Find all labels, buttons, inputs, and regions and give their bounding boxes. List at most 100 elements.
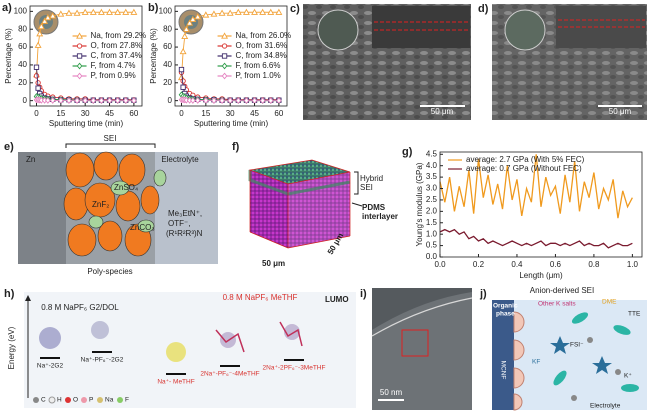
- label: SEI: [360, 183, 373, 192]
- x-axis-label: Sputtering time (min): [194, 119, 269, 128]
- x-tick-label: 0.8: [588, 260, 600, 269]
- marker: [242, 8, 250, 15]
- marker: [37, 22, 45, 30]
- scale-label: 50 μm: [431, 107, 454, 116]
- label: KF: [532, 359, 540, 366]
- series-line: [439, 154, 633, 219]
- cluster-label: Na⁺-PF₆⁻-2G2: [81, 357, 124, 364]
- marker: [114, 97, 121, 105]
- label: Poly-species: [87, 267, 132, 276]
- marker: [182, 25, 190, 32]
- legend-label: F, from 4.7%: [91, 61, 136, 70]
- marker: [243, 97, 250, 105]
- legend-label: O, from 31.6%: [236, 41, 288, 50]
- marker: [194, 97, 201, 104]
- cluster-label: Na⁺-2G2: [37, 363, 64, 370]
- panel-label: g): [402, 146, 413, 158]
- marker: [218, 9, 226, 16]
- marker: [130, 8, 138, 15]
- legend-label: C, from 34.8%: [236, 51, 287, 60]
- marker: [45, 97, 51, 104]
- label: ZnCO₃: [130, 223, 155, 232]
- panel-h: Energy (eV) LUMO 0.8 M NaPF₆ G2/DOL 0.8 …: [4, 288, 356, 408]
- marker: [76, 43, 83, 49]
- marker: [221, 43, 228, 49]
- panel-f: Hybrid SEI PDMS interlayer 50 μm 50 μm f…: [232, 141, 398, 268]
- legend-label: average: 0.7 GPa (Without FEC): [466, 164, 582, 173]
- panel-label: i): [360, 288, 367, 300]
- sei-bracket: [65, 143, 156, 148]
- group-label: 0.8 M NaPF₆ MeTHF: [223, 293, 298, 302]
- x-tick-label: 15: [56, 109, 65, 118]
- marker: [76, 72, 83, 80]
- marker: [76, 32, 84, 39]
- label: Anion-derived SEI: [530, 286, 594, 295]
- legend-label: F, from 6.6%: [236, 61, 281, 70]
- cluster-label: 2Na⁺-2PF₆⁻-3MeTHF: [263, 365, 326, 372]
- y-tick-label: 2.5: [426, 195, 438, 204]
- label: OTF⁻,: [168, 219, 190, 228]
- legend-label: Na, from 29.2%: [91, 31, 147, 40]
- y-tick-label: 0: [168, 96, 173, 105]
- chart: 0.0 0.2 0.4 0.6 0.8 1.0 0.0 0.5 1.0 1.5 2.0 2.5 3.0 3…: [402, 146, 643, 280]
- panel-c: 50 μm c): [290, 3, 471, 120]
- element: Na: [105, 397, 114, 404]
- marker: [221, 62, 228, 70]
- marker: [202, 11, 210, 18]
- panel-j: Anion-derived SEI Organic phase Other K …: [479, 286, 647, 411]
- marker: [44, 13, 52, 21]
- element: O: [73, 397, 78, 404]
- mcnf: [492, 300, 514, 410]
- y-tick-label: 4.0: [426, 161, 438, 170]
- y-tick-label: 0: [23, 96, 28, 105]
- panel-label: e): [4, 141, 14, 153]
- y-tick-label: 80: [163, 24, 172, 33]
- label: ZnF₂: [92, 200, 109, 209]
- x-tick-label: 0.0: [434, 260, 446, 269]
- marker: [34, 41, 42, 48]
- y-tick-label: 2.0: [426, 206, 438, 215]
- y-tick-label: 3.0: [426, 184, 438, 193]
- x-tick-label: 45: [250, 109, 259, 118]
- element: H: [57, 397, 62, 404]
- x-tick-label: 0: [34, 109, 39, 118]
- inset-photo: [317, 9, 359, 51]
- panel-label: a): [2, 2, 12, 14]
- marker: [181, 32, 189, 40]
- label: 50 μm: [262, 259, 285, 268]
- marker: [179, 47, 187, 55]
- marker: [221, 32, 229, 39]
- legend-label: Na, from 26.0%: [236, 31, 292, 40]
- x-tick-label: 30: [81, 109, 90, 118]
- edge: [371, 297, 473, 337]
- y-tick-label: 100: [159, 6, 173, 15]
- sei-domes: [513, 311, 525, 411]
- y-tick-label: 0.0: [426, 252, 438, 261]
- panel-label: d): [478, 3, 489, 15]
- electrolyte-species: [550, 312, 639, 401]
- marker: [221, 72, 228, 80]
- label: TTE: [628, 311, 641, 318]
- chart: 0 15 30 45 60 0 20 40 60 80 100 Sputtering time (mi…: [2, 2, 146, 128]
- marker: [178, 66, 185, 73]
- y-tick-label: 100: [14, 6, 28, 15]
- label: PDMS: [362, 203, 386, 212]
- marker: [81, 8, 89, 15]
- x-tick-label: 0.4: [511, 260, 523, 269]
- x-axis-label: Length (μm): [519, 271, 563, 280]
- legend-label: C, from 37.4%: [91, 51, 142, 60]
- x-tick-label: 15: [201, 109, 210, 118]
- marker: [226, 9, 234, 16]
- marker: [41, 17, 49, 24]
- label: SEI: [104, 134, 117, 143]
- zns-grains: [88, 169, 167, 233]
- marker: [267, 8, 275, 15]
- element: F: [125, 397, 129, 404]
- label: FSI⁻: [570, 342, 584, 349]
- sei-grains: [63, 151, 160, 257]
- marker: [98, 97, 105, 105]
- label: MCNF: [499, 361, 506, 380]
- marker: [57, 10, 65, 17]
- marker: [106, 8, 113, 15]
- label: (R¹R²R³)N: [166, 229, 203, 238]
